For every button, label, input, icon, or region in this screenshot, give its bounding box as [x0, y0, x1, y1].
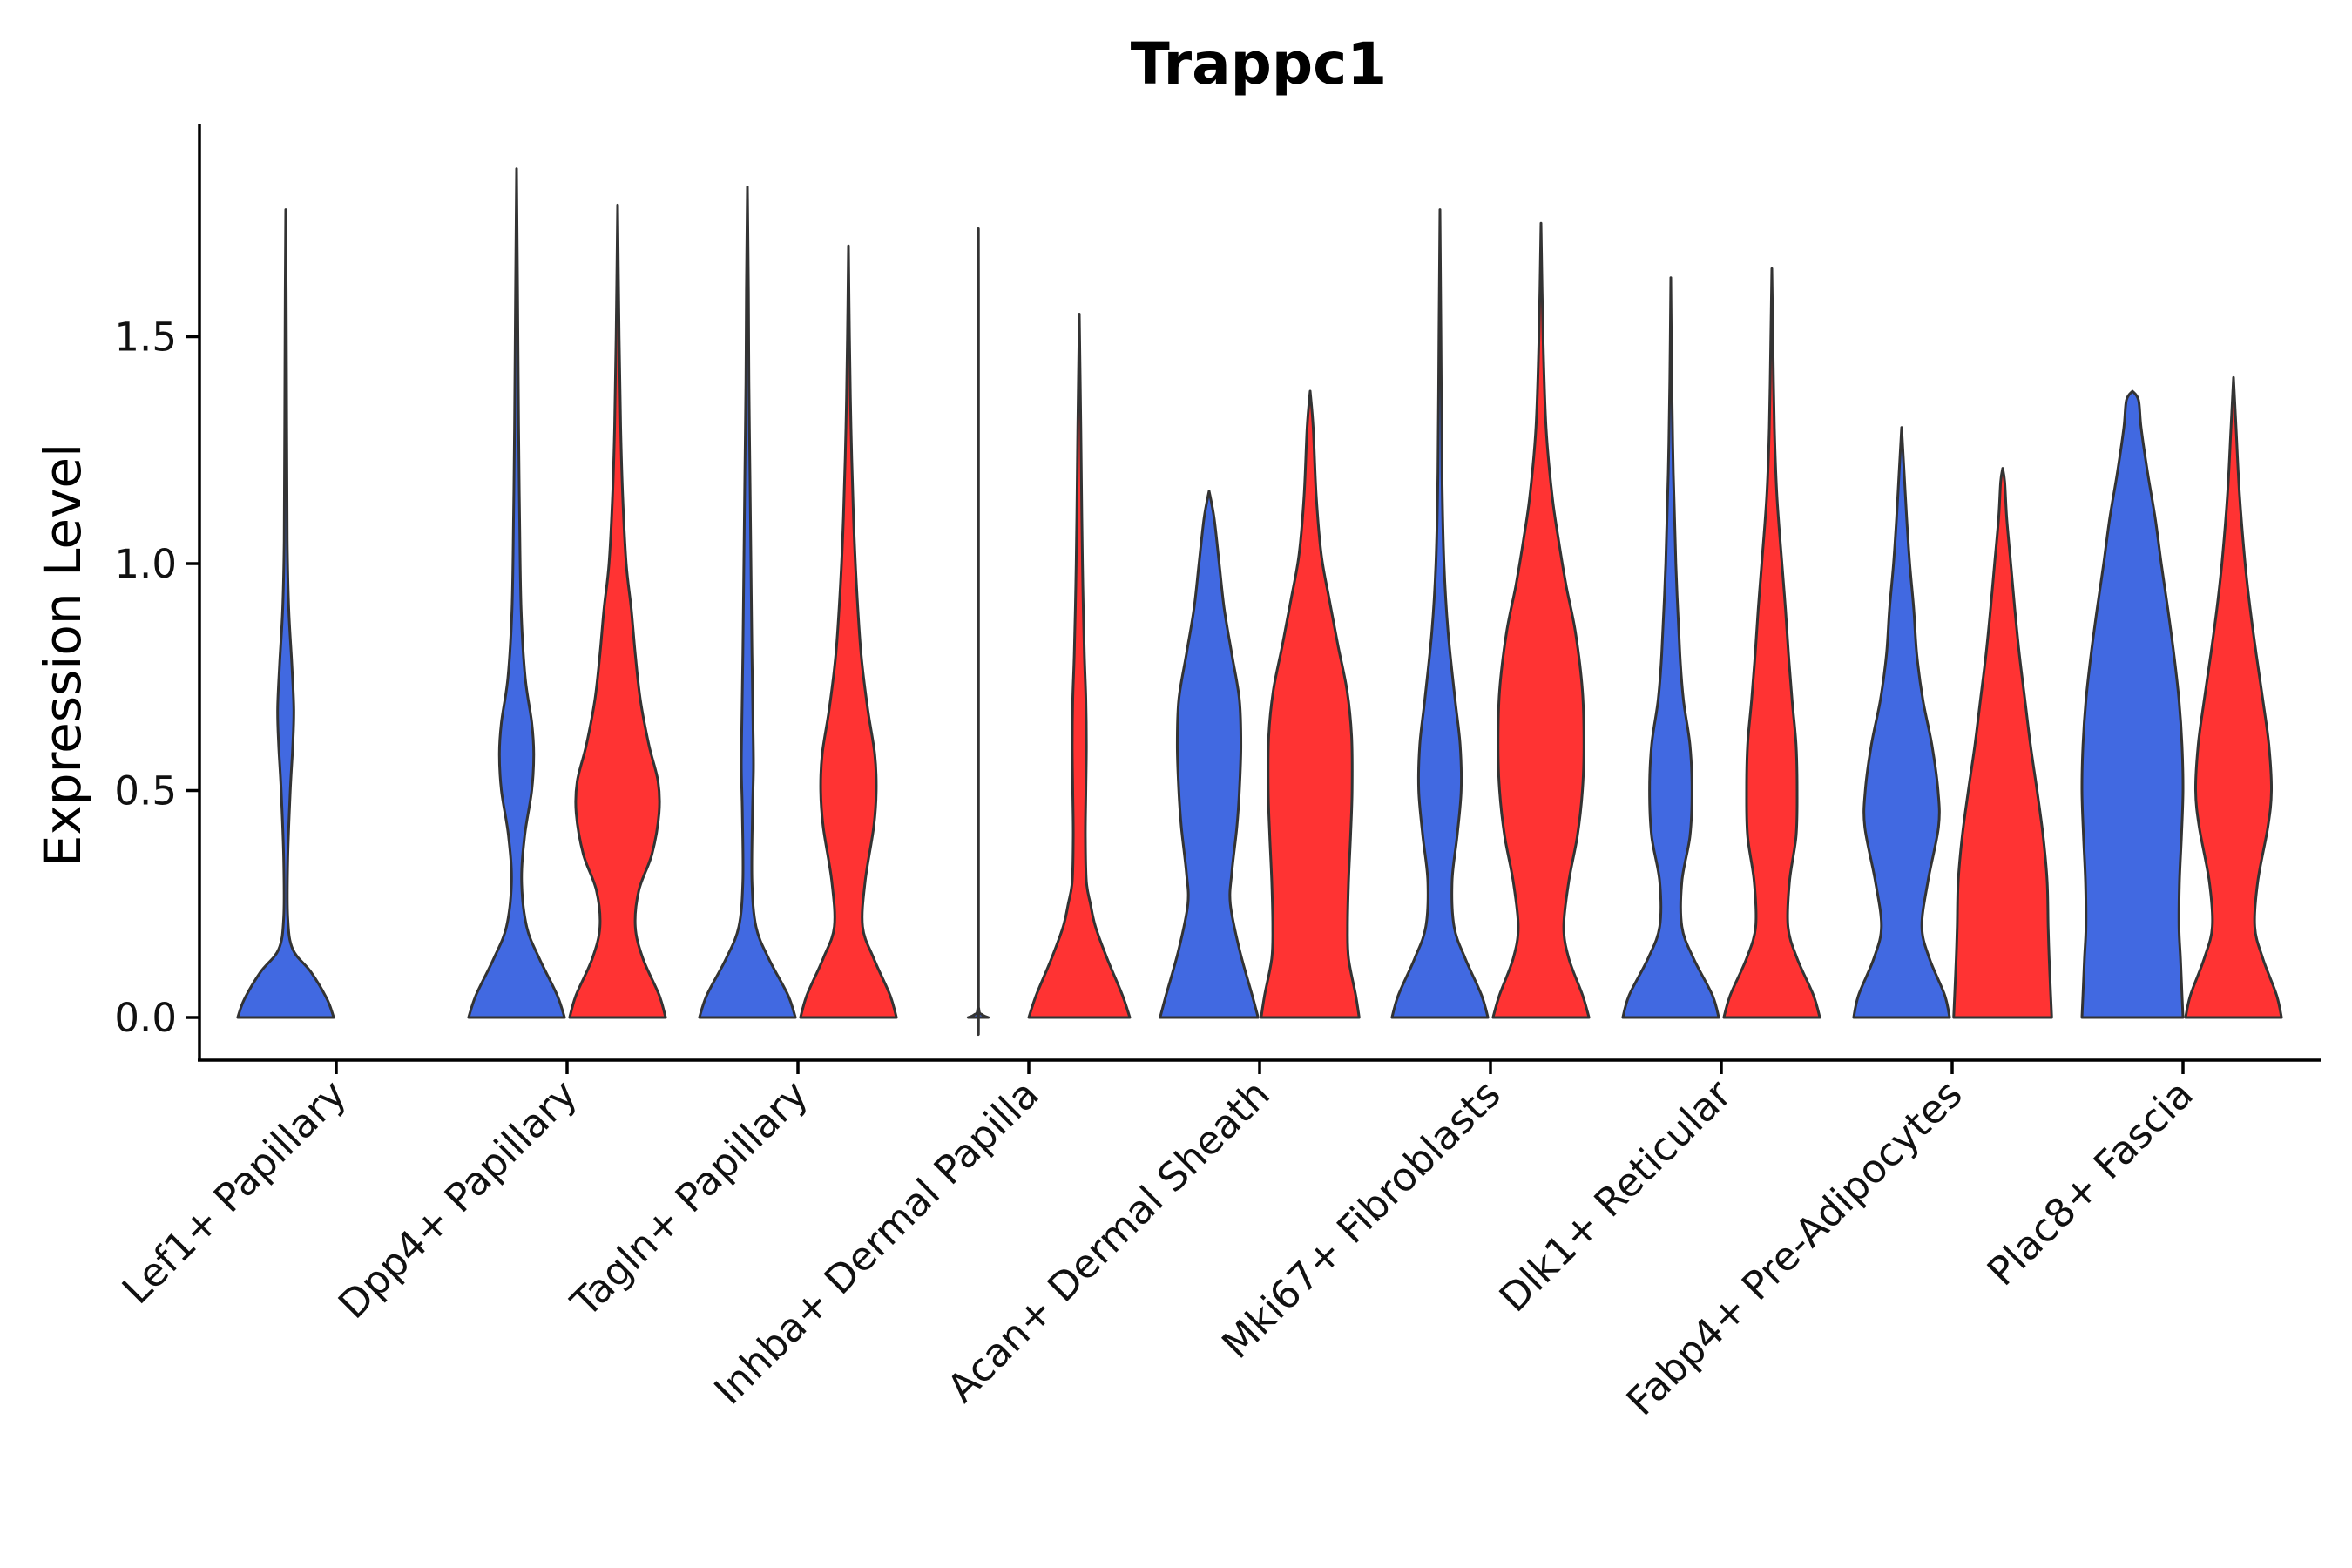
- x-category-label: Plac8+ Fascia: [1978, 1071, 2202, 1294]
- violin-group_a: [2080, 389, 2185, 1019]
- violin-group_a: [1390, 208, 1490, 1019]
- violin-group_b: [799, 244, 898, 1019]
- violin-group_a: [1621, 276, 1720, 1019]
- y-tick-label: 0.5: [114, 768, 177, 814]
- violin-group_b: [1952, 467, 2053, 1019]
- x-category-label: Tagln+ Papillary: [562, 1071, 817, 1326]
- violin-group_b: [1491, 221, 1591, 1019]
- y-tick-label: 0.0: [114, 995, 177, 1041]
- x-category-label: Lef1+ Papillary: [113, 1071, 355, 1313]
- x-category-label: Dpp4+ Papillary: [329, 1071, 586, 1328]
- violin-group_a: [1852, 426, 1951, 1019]
- x-category-label: Dlk1+ Reticular: [1490, 1071, 1740, 1321]
- violin-group_b: [1722, 267, 1821, 1019]
- y-axis-label: Expression Level: [33, 443, 92, 867]
- y-ticks: 0.0 0.5 1.0 1.5: [114, 314, 199, 1041]
- violin-group_b: [1260, 389, 1361, 1019]
- violin-group_a: [467, 167, 566, 1019]
- y-tick-label: 1.0: [114, 541, 177, 587]
- violin-group_a: [1159, 490, 1260, 1019]
- violin-group_a: [236, 208, 335, 1019]
- violin-layer: [236, 167, 2283, 1036]
- violin-group_a: [698, 186, 797, 1019]
- violin-group_b: [2184, 375, 2283, 1019]
- chart-title: Trappc1: [1131, 30, 1387, 98]
- violin-group_a: [966, 227, 990, 1036]
- violin-group_b: [568, 203, 667, 1019]
- y-tick-label: 1.5: [114, 314, 177, 361]
- violin-group_b: [1027, 312, 1132, 1019]
